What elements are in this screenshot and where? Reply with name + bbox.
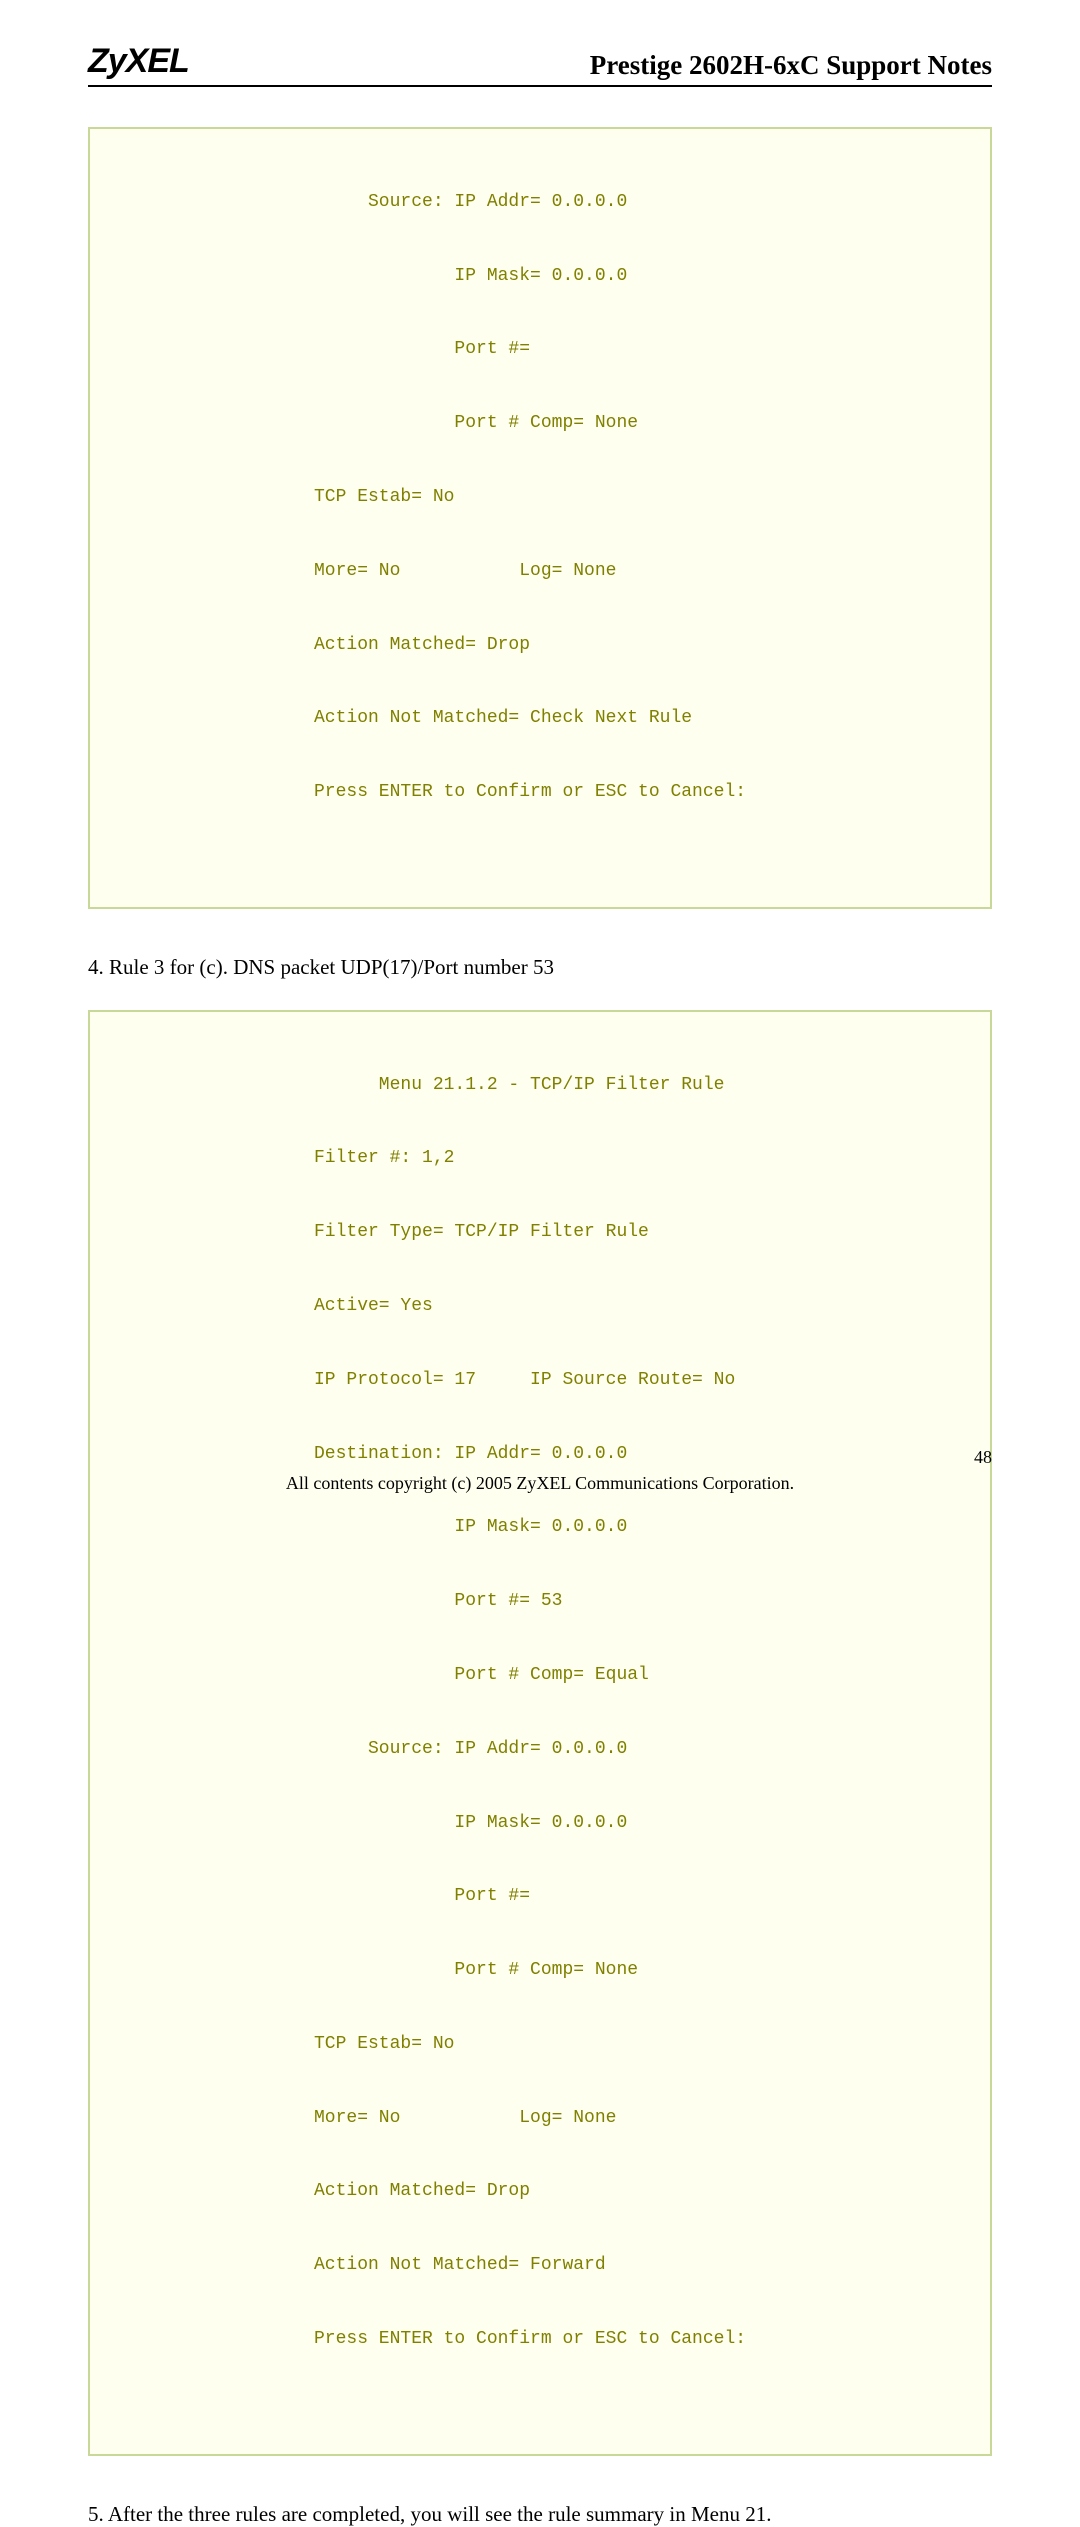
- code-line: Action Matched= Drop: [114, 627, 966, 664]
- code-line: Source: IP Addr= 0.0.0.0: [114, 1731, 966, 1768]
- code-block-1: Source: IP Addr= 0.0.0.0 IP Mask= 0.0.0.…: [88, 127, 992, 909]
- code-line: Filter #: 1,2: [114, 1140, 966, 1177]
- code-line: Port # Comp= None: [114, 405, 966, 442]
- footer-copyright: All contents copyright (c) 2005 ZyXEL Co…: [0, 1473, 1080, 1494]
- code-block-2: Menu 21.1.2 - TCP/IP Filter Rule Filter …: [88, 1010, 992, 2456]
- code-line: TCP Estab= No: [114, 479, 966, 516]
- code-line: More= No Log= None: [114, 2100, 966, 2137]
- page-header: ZyXEL Prestige 2602H-6xC Support Notes: [88, 0, 992, 87]
- code-line: Action Matched= Drop: [114, 2173, 966, 2210]
- code-line: Port #=: [114, 1878, 966, 1915]
- code-line: IP Mask= 0.0.0.0: [114, 258, 966, 295]
- code-line: Action Not Matched= Check Next Rule: [114, 700, 966, 737]
- code-line: More= No Log= None: [114, 553, 966, 590]
- page-number: 48: [974, 1447, 992, 1468]
- code-line: Press ENTER to Confirm or ESC to Cancel:: [114, 774, 966, 811]
- code-line: Filter Type= TCP/IP Filter Rule: [114, 1214, 966, 1251]
- code-line: Menu 21.1.2 - TCP/IP Filter Rule: [114, 1067, 966, 1104]
- code-line: Destination: IP Addr= 0.0.0.0: [114, 1436, 966, 1473]
- code-line: Press ENTER to Confirm or ESC to Cancel:: [114, 2321, 966, 2358]
- document-title: Prestige 2602H-6xC Support Notes: [590, 50, 992, 81]
- code-line: Source: IP Addr= 0.0.0.0: [114, 184, 966, 221]
- code-line: Port #=: [114, 331, 966, 368]
- code-line: Port # Comp= None: [114, 1952, 966, 1989]
- body-paragraph: 5. After the three rules are completed, …: [88, 2502, 992, 2527]
- code-line: IP Mask= 0.0.0.0: [114, 1805, 966, 1842]
- code-line: IP Protocol= 17 IP Source Route= No: [114, 1362, 966, 1399]
- code-line: Action Not Matched= Forward: [114, 2247, 966, 2284]
- code-line: Port # Comp= Equal: [114, 1657, 966, 1694]
- page-content: Source: IP Addr= 0.0.0.0 IP Mask= 0.0.0.…: [0, 127, 1080, 2527]
- code-line: Active= Yes: [114, 1288, 966, 1325]
- code-line: TCP Estab= No: [114, 2026, 966, 2063]
- brand-logo: ZyXEL: [88, 42, 189, 81]
- rule-description: 4. Rule 3 for (c). DNS packet UDP(17)/Po…: [88, 955, 992, 980]
- code-line: Port #= 53: [114, 1583, 966, 1620]
